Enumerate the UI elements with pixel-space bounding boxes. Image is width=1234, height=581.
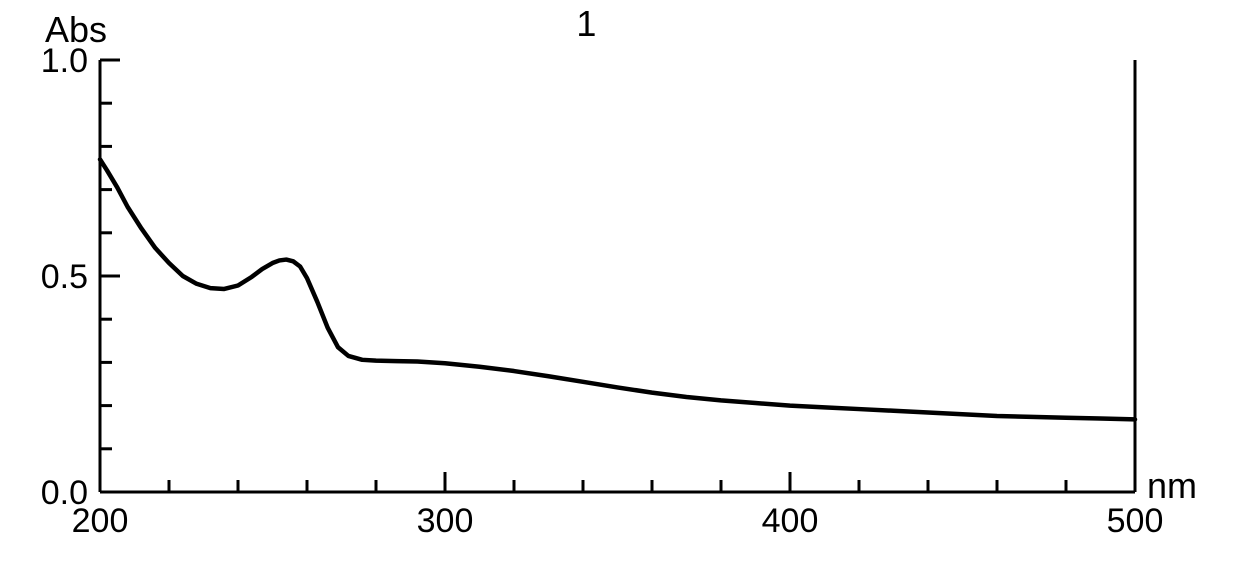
chart-title: 1: [576, 3, 596, 44]
spectrum-chart: 2003004005000.00.51.01Absnm: [0, 0, 1234, 581]
y-axis-label: Abs: [45, 9, 107, 50]
y-tick-label: 0.5: [41, 258, 88, 296]
x-tick-label: 500: [1107, 502, 1164, 540]
x-axis-label: nm: [1147, 465, 1197, 506]
spectrum-line: [100, 159, 1135, 419]
chart-container: 2003004005000.00.51.01Absnm: [0, 0, 1234, 581]
x-tick-label: 400: [762, 502, 819, 540]
y-tick-label: 0.0: [41, 474, 88, 512]
x-tick-label: 300: [417, 502, 474, 540]
